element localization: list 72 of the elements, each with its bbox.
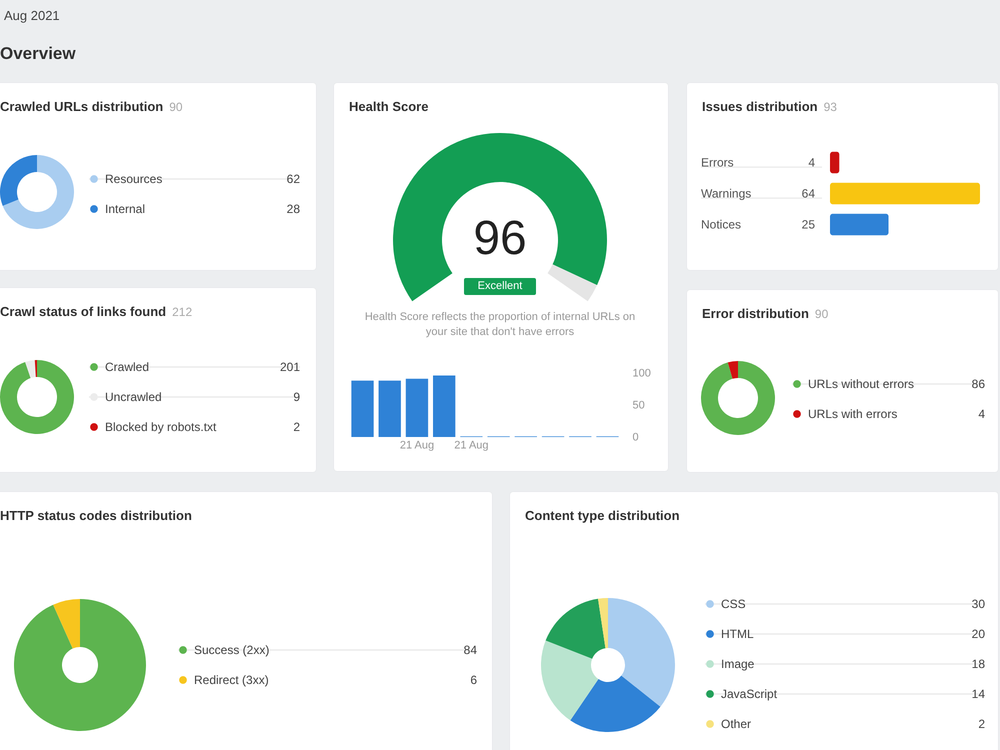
data-label: 64 — [802, 186, 816, 200]
data-label: 18 — [972, 657, 986, 671]
donut-slice — [570, 676, 660, 732]
data-label: 9 — [293, 390, 300, 404]
chart-title: HTTP status codes distribution — [0, 508, 192, 523]
legend-label: Blocked by robots.txt — [105, 420, 218, 434]
y-tick-label: 50 — [632, 400, 645, 412]
chart-title: Error distribution — [702, 306, 809, 321]
legend-label: URLs without errors — [808, 377, 914, 391]
donut-slice — [728, 361, 738, 379]
data-label: 30 — [972, 597, 986, 611]
data-label: 96 — [473, 212, 527, 265]
donut-slice — [598, 598, 608, 648]
legend-label: JavaScript — [721, 687, 778, 701]
text: Aug 2021 — [4, 8, 60, 23]
x-tick-label: 21 Aug — [400, 440, 434, 452]
data-label: 4 — [808, 156, 816, 170]
data-label: 6 — [470, 673, 478, 687]
chart-subtitle: 90 — [169, 100, 183, 114]
data-label: 201 — [280, 360, 300, 374]
data-label: 84 — [464, 643, 478, 657]
chart-subtitle: 212 — [172, 305, 192, 319]
y-tick-label: Notices — [701, 218, 742, 232]
data-label: 25 — [802, 218, 816, 232]
legend-label: Crawled — [105, 360, 150, 374]
y-tick-label: Errors — [701, 156, 734, 170]
legend-label: Internal — [105, 202, 146, 216]
chart-subtitle: 93 — [824, 100, 837, 114]
chart-title: Content type distribution — [525, 508, 680, 523]
bar — [406, 378, 428, 437]
legend-label: Redirect (3xx) — [194, 673, 269, 687]
legend-label: Image — [721, 657, 755, 671]
legend-label: Resources — [105, 172, 162, 186]
legend-label: URLs with errors — [808, 407, 898, 421]
chart-title: Crawl status of links found — [0, 304, 166, 319]
text: Overview — [0, 44, 76, 64]
donut-slice — [2, 155, 74, 229]
data-label: 86 — [972, 377, 986, 391]
bar — [378, 380, 401, 437]
text: Excellent — [464, 278, 536, 295]
data-label: 20 — [972, 627, 986, 641]
y-tick-label: 100 — [632, 368, 651, 380]
x-tick-label: 21 Aug — [454, 440, 489, 452]
data-label: 4 — [978, 407, 986, 421]
donut-slice — [546, 598, 606, 659]
donut-slice — [608, 598, 675, 707]
data-label: 2 — [293, 420, 300, 434]
chart-title: Health Score — [349, 99, 428, 114]
donut-slice — [701, 361, 775, 435]
data-label: 62 — [286, 172, 300, 186]
legend-label: CSS — [721, 597, 746, 611]
data-label: 14 — [972, 687, 986, 701]
chart-title: Crawled URLs distribution — [0, 99, 164, 114]
donut-slice — [14, 599, 146, 731]
bar — [433, 376, 456, 437]
donut-slice — [0, 155, 37, 206]
text: Health Score reflects the proportion of internal URLs on your site that don't have errors — [364, 310, 636, 340]
legend-label: HTML — [721, 627, 754, 641]
chart-title: Issues distribution — [702, 99, 818, 114]
donut-slice — [0, 360, 74, 434]
data-label: 2 — [978, 717, 986, 731]
legend-label: Success (2xx) — [194, 643, 270, 657]
donut-slice — [541, 640, 598, 720]
donut-slice — [25, 360, 36, 378]
bar — [351, 380, 374, 437]
donut-slice — [53, 599, 80, 649]
y-tick-label: Warnings — [701, 186, 752, 200]
data-label: 28 — [286, 202, 300, 216]
y-tick-label: 0 — [632, 432, 639, 444]
chart-subtitle: 90 — [814, 307, 828, 321]
legend-label: Uncrawled — [105, 390, 162, 404]
legend-label: Other — [721, 717, 752, 731]
